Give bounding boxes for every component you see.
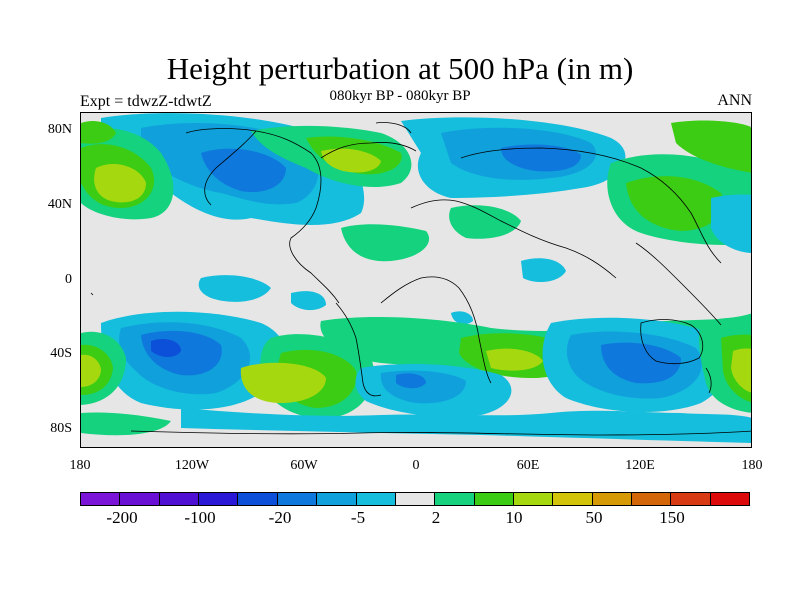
- map-panel: [80, 112, 752, 448]
- colorbar-label-neg200: -200: [106, 508, 138, 527]
- colorbar-cell-10: [474, 493, 514, 505]
- lon-label-180e: 180: [741, 458, 763, 473]
- contour-blue-small-sa: [451, 311, 473, 325]
- contour-blue-tropic-pacific: [198, 275, 271, 302]
- contour-green-arctic-left: [81, 121, 116, 144]
- coastlines: [90, 122, 751, 436]
- lon-label-180w: 180: [69, 458, 91, 473]
- lat-label-80s: 80S: [50, 421, 72, 436]
- contour-blue-tropic-pacific2: [291, 291, 326, 311]
- colorbar-label-2: 2: [431, 508, 441, 527]
- colorbar-label-neg100: -100: [184, 508, 216, 527]
- contour-blue-npacific-east: [711, 194, 751, 253]
- contour-blue-na-core: [201, 148, 286, 193]
- plot-title: Height perturbation at 500 hPa (in m): [166, 51, 634, 86]
- lon-label-60e: 60E: [516, 458, 540, 473]
- contour-yellow-greenland: [321, 148, 381, 173]
- colorbar-cell-6: [317, 493, 357, 505]
- colorbar-label-150: 150: [659, 508, 685, 527]
- lon-label-120w: 120W: [174, 458, 210, 473]
- colorbar-cell-9: [435, 493, 475, 505]
- contour-yellow-left-s: [81, 354, 101, 387]
- contour-yellow-sindian: [486, 348, 543, 371]
- lat-label-0: 0: [65, 272, 72, 287]
- colorbar-cell-15: [671, 493, 711, 505]
- colorbar-label-neg5: -5: [350, 508, 366, 527]
- colorbar-cell-13: [592, 493, 633, 505]
- lon-label-60w: 60W: [290, 458, 318, 473]
- contour-green-tropic-atlantic: [341, 224, 430, 262]
- colorbar-label-neg20: -20: [268, 508, 292, 527]
- colorbar-cell-16: [710, 493, 750, 505]
- contour-yellow-satlantic: [240, 362, 326, 403]
- colorbar-cell-11: [513, 493, 554, 505]
- contour-blue-eurasia-core: [501, 144, 581, 172]
- lon-label-0: 0: [412, 458, 420, 473]
- colorbar-cell-5: [277, 493, 318, 505]
- colorbar-cell-8: [395, 493, 436, 505]
- contour-blue-sindian-core: [396, 373, 426, 389]
- colorbar-cell-1: [120, 493, 160, 505]
- colorbar-cell-7: [356, 493, 396, 505]
- contour-blue-antarctic: [181, 408, 751, 443]
- colorbar-cell-3: [199, 493, 239, 505]
- contour-blue-australia-core: [601, 342, 681, 384]
- contour-map: [81, 113, 751, 447]
- lat-label-40n: 40N: [47, 197, 72, 212]
- colorbar-cell-0: [81, 493, 121, 505]
- colorbar-cell-4: [238, 493, 278, 505]
- lat-label-40s: 40S: [50, 346, 72, 361]
- colorbar-label-10: 10: [505, 508, 523, 527]
- experiment-label: Expt = tdwzZ-tdwtZ: [80, 93, 212, 110]
- lat-label-80n: 80N: [47, 122, 72, 137]
- contour-green-arctic-right: [671, 120, 751, 173]
- plot-subtitle: 080kyr BP - 080kyr BP: [329, 88, 471, 104]
- contour-yellow-right-s: [731, 348, 751, 393]
- season-label: ANN: [717, 92, 752, 109]
- contour-yellow-npacific: [94, 163, 146, 203]
- lon-label-120e: 120E: [625, 458, 655, 473]
- colorbar-label-50: 50: [585, 508, 603, 527]
- contour-blue-tropic-io: [521, 258, 566, 283]
- colorbar: [80, 492, 750, 506]
- contour-blue-spacific-center: [151, 339, 181, 357]
- contour-lightgreen-asia: [626, 176, 723, 231]
- colorbar-cell-12: [553, 493, 593, 505]
- colorbar-cell-14: [632, 493, 672, 505]
- colorbar-cell-2: [159, 493, 200, 505]
- contour-green-nafrica: [449, 205, 521, 239]
- contour-green-antarctic-left: [81, 412, 171, 436]
